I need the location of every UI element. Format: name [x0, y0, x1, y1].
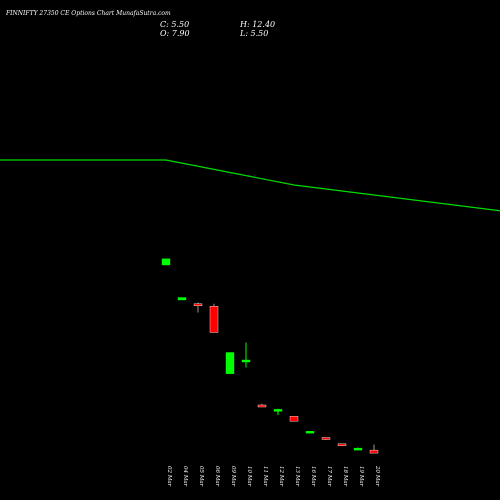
candle-12-mar [273, 408, 283, 415]
candle-10-mar [241, 342, 251, 368]
date-label: 06 Mar [214, 466, 220, 487]
candles-layer [161, 258, 379, 454]
chart-title: FINNIFTY 27350 CE Options Chart MunafaSu… [6, 10, 171, 17]
date-label: 12 Mar [278, 466, 284, 487]
candle-body [241, 359, 251, 363]
date-label: 16 Mar [310, 466, 316, 487]
candle-05-mar [193, 302, 203, 313]
moving-average-line [0, 159, 500, 212]
candle-body [177, 297, 187, 301]
date-label: 18 Mar [342, 466, 348, 487]
date-label: 10 Mar [246, 466, 252, 487]
candle-body [225, 352, 235, 374]
open-value: O: 7.90 [160, 29, 190, 38]
candle-body [321, 437, 331, 440]
date-label: 13 Mar [294, 466, 300, 487]
candle-body [193, 303, 203, 306]
candle-02-mar [161, 258, 171, 266]
candle-body [209, 306, 219, 333]
candle-17-mar [321, 437, 331, 440]
high-value: H: 12.40 [240, 20, 276, 29]
low-value: L: 5.50 [240, 29, 269, 38]
candle-09-mar [225, 352, 235, 374]
candle-body [289, 416, 299, 422]
date-label: 19 Mar [358, 466, 364, 487]
candle-body [337, 443, 347, 446]
date-label: 11 Mar [262, 466, 268, 487]
candle-body [353, 447, 363, 451]
date-label: 09 Mar [230, 466, 236, 487]
candle-20-mar [369, 444, 379, 454]
candle-body [257, 404, 267, 408]
candle-13-mar [289, 416, 299, 422]
date-label: 17 Mar [326, 466, 332, 487]
candle-11-mar [257, 403, 267, 408]
date-label: 04 Mar [182, 466, 188, 487]
candle-04-mar [177, 297, 187, 301]
candle-19-mar [353, 447, 363, 451]
date-label: 20 Mar [374, 465, 380, 487]
date-label: 05 Mar [198, 466, 204, 487]
candle-body [273, 409, 283, 412]
candle-body [305, 431, 315, 434]
candle-body [161, 258, 171, 266]
candle-body [369, 449, 379, 454]
close-value: C: 5.50 [160, 20, 190, 29]
candle-18-mar [337, 443, 347, 447]
date-labels-layer: 02 Mar 04 Mar 05 Mar 06 Mar 09 Mar 10 Mar 11 M… [166, 465, 380, 487]
moving-average-layer [0, 159, 500, 212]
candle-16-mar [305, 431, 315, 434]
candle-06-mar [209, 303, 219, 333]
date-label: 02 Mar [166, 466, 172, 487]
